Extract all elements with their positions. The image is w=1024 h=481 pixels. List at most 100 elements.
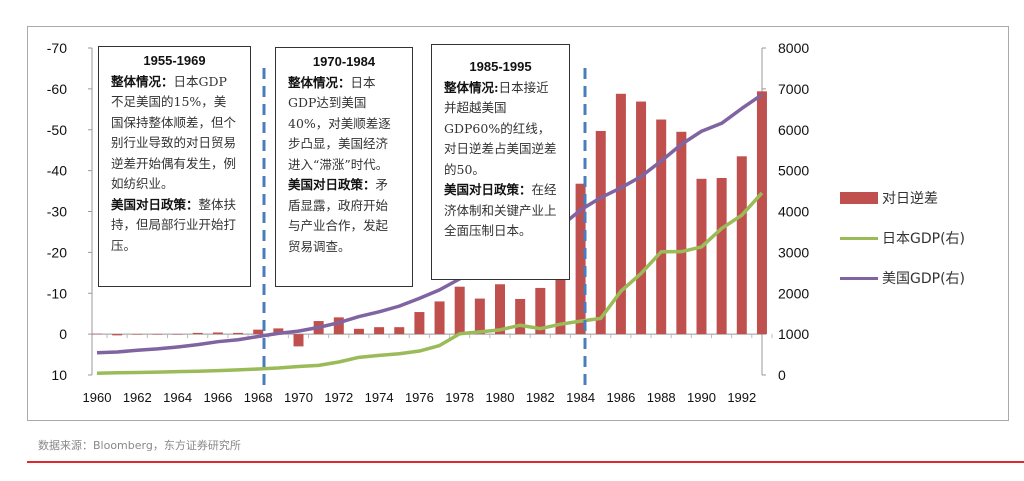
right-tick-label: 1000 <box>778 326 809 342</box>
bar-trade-deficit-1962 <box>132 334 143 335</box>
bar-trade-deficit-1975 <box>394 327 405 335</box>
box-paragraph-heading: 整体情况： <box>288 74 351 90</box>
x-tick-label: 1976 <box>405 390 434 405</box>
bar-trade-deficit-1990 <box>696 178 707 335</box>
box-paragraph-text: 矛盾显露，政府开始与产业合作，发起贸易调查。 <box>288 177 389 254</box>
left-tick-label: 0 <box>59 326 67 342</box>
bar-trade-deficit-1973 <box>353 328 364 335</box>
bar-trade-deficit-1991 <box>716 177 727 335</box>
bar-trade-deficit-1977 <box>434 301 445 335</box>
box-paragraph-text: 整体扶持，但局部行业开始打压。 <box>111 196 237 253</box>
bar-trade-deficit-1969 <box>273 328 284 335</box>
bar-trade-deficit-1979 <box>474 298 485 335</box>
annotation-box-1970-1984: 1970-1984 整体情况：日本GDP达到美国40%，对美顺差逐步凸显，美国经济… <box>275 47 413 287</box>
box-paragraph: 整体情况：日本GDP达到美国40%，对美顺差逐步凸显，美国经济进入“滞涨”时代。 <box>288 73 400 176</box>
bar-trade-deficit-1987 <box>636 101 647 335</box>
bar-trade-deficit-1960 <box>92 333 102 335</box>
x-tick-label: 1988 <box>647 390 676 405</box>
bar-trade-deficit-1966 <box>212 332 223 335</box>
box-paragraph-text: 日本GDP达到美国40%，对美顺差逐步凸显，美国经济进入“滞涨”时代。 <box>288 74 391 172</box>
legend-label: 日本GDP(右) <box>882 231 965 247</box>
box-title: 1970-1984 <box>312 54 376 69</box>
bar-trade-deficit-1967 <box>233 332 244 335</box>
left-tick-label: -20 <box>47 244 67 260</box>
line-us-gdp <box>96 93 763 355</box>
bar-trade-deficit-1976 <box>414 312 425 335</box>
legend-item-us-gdp: 美国GDP(右) <box>840 258 965 298</box>
bar-trade-deficit-1980 <box>495 284 505 335</box>
x-tick-label: 1978 <box>445 390 474 405</box>
left-tick-label: -60 <box>47 81 67 97</box>
bar-trade-deficit-1961 <box>112 334 123 336</box>
bar-trade-deficit-1992 <box>736 156 747 335</box>
box-paragraph-heading: 美国对日政策： <box>444 182 532 197</box>
x-tick-label: 1966 <box>203 390 232 405</box>
left-tick-label: -70 <box>47 40 67 56</box>
left-tick-label: -10 <box>47 285 67 301</box>
line-japan-gdp <box>96 191 764 375</box>
x-tick-label: 1964 <box>163 390 192 405</box>
legend-item-japan-gdp: 日本GDP(右) <box>840 218 965 258</box>
bar-trade-deficit-1972 <box>333 317 344 335</box>
bar-trade-deficit-1986 <box>615 93 626 335</box>
chart-frame <box>27 26 1009 421</box>
box-paragraph-text: 在经济体制和关键产业上全面压制日本。 <box>444 182 557 238</box>
x-tick-label: 1980 <box>486 390 515 405</box>
left-tick-label: 10 <box>51 367 67 383</box>
box-title: 1985-1995 <box>469 59 532 74</box>
right-tick-label: 6000 <box>778 122 809 138</box>
x-tick-label: 1970 <box>284 390 313 405</box>
x-tick-label: 1962 <box>123 390 152 405</box>
bar-trade-deficit-1964 <box>172 334 183 335</box>
legend-label: 对日逆差 <box>882 191 938 207</box>
bar-trade-deficit-1974 <box>374 327 385 335</box>
right-tick-label: 2000 <box>778 285 809 301</box>
box-paragraph: 美国对日政策：整体扶持，但局部行业开始打压。 <box>111 195 238 257</box>
box-paragraph: 美国对日政策：矛盾显露，政府开始与产业合作，发起贸易调查。 <box>288 175 400 257</box>
right-tick-label: 4000 <box>778 204 809 220</box>
legend-item-trade-deficit: 对日逆差 <box>840 178 965 218</box>
bar-trade-deficit-1984 <box>575 183 586 335</box>
box-paragraph: 美国对日政策：在经济体制和关键产业上全面压制日本。 <box>444 180 557 242</box>
bar-trade-deficit-1981 <box>515 298 526 335</box>
bar-trade-deficit-1988 <box>656 119 667 335</box>
bar-trade-deficit-1985 <box>595 130 606 335</box>
source-note: 数据来源：Bloomberg，东方证券研究所 <box>38 439 241 452</box>
right-tick-label: 3000 <box>778 244 809 260</box>
bar-trade-deficit-1968 <box>253 329 264 335</box>
x-tick-label: 1992 <box>727 390 756 405</box>
bar-trade-deficit-1989 <box>676 131 687 335</box>
bar-trade-deficit-1965 <box>192 332 203 335</box>
annotation-box-1985-1995: 1985-1995 整体情况:日本接近并超越美国GDP60%的红线，对日逆差占美国… <box>431 44 570 280</box>
bar-trade-deficit-1982 <box>535 287 546 335</box>
box-paragraph-text: 日本GDP不足美国的15%，美国保持整体顺差，但个别行业导致的对日贸易逆差开始偶… <box>111 73 237 192</box>
right-tick-label: 8000 <box>778 40 809 56</box>
x-tick-label: 1972 <box>324 390 353 405</box>
legend-label: 美国GDP(右) <box>882 271 965 287</box>
right-tick-label: 0 <box>778 367 786 383</box>
box-paragraph: 整体情况：日本GDP不足美国的15%，美国保持整体顺差，但个别行业导致的对日贸易… <box>111 72 238 195</box>
box-paragraph-heading: 美国对日政策： <box>288 177 376 192</box>
bar-trade-deficit-1978 <box>454 286 465 335</box>
right-tick-label: 7000 <box>778 81 809 97</box>
left-tick-label: -50 <box>47 122 67 138</box>
x-tick-label: 1990 <box>687 390 716 405</box>
x-tick-label: 1968 <box>244 390 273 405</box>
box-paragraph-text: 日本接近并超越美国GDP60%的红线，对日逆差占美国逆差的50。 <box>444 79 557 177</box>
box-paragraph-heading: 美国对日政策： <box>111 196 199 212</box>
x-tick-label: 1982 <box>526 390 555 405</box>
legend-swatch <box>840 276 878 280</box>
bar-trade-deficit-1993 <box>756 91 767 335</box>
legend: 对日逆差 日本GDP(右) 美国GDP(右) <box>840 178 965 298</box>
x-tick-label: 1974 <box>365 390 394 405</box>
x-tick-label: 1986 <box>606 390 635 405</box>
bar-trade-deficit-1970 <box>293 334 304 347</box>
box-paragraph: 整体情况:日本接近并超越美国GDP60%的红线，对日逆差占美国逆差的50。 <box>444 78 557 181</box>
bar-trade-deficit-1983 <box>555 245 566 335</box>
legend-swatch <box>840 236 878 240</box>
legend-swatch <box>840 192 878 204</box>
bar-trade-deficit-1963 <box>152 334 163 335</box>
box-paragraph-heading: 整体情况: <box>444 79 499 95</box>
box-paragraph-heading: 整体情况： <box>111 73 174 89</box>
x-tick-label: 1984 <box>566 390 595 405</box>
